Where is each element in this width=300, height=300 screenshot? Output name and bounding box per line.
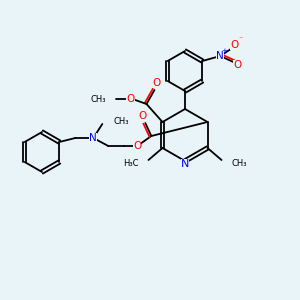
Text: O: O bbox=[138, 111, 146, 121]
Text: O: O bbox=[133, 141, 141, 151]
Text: N: N bbox=[89, 133, 97, 143]
Text: +: + bbox=[221, 48, 227, 54]
Text: ⁻: ⁻ bbox=[238, 34, 242, 43]
Text: CH₃: CH₃ bbox=[113, 118, 129, 127]
Text: O: O bbox=[152, 78, 160, 88]
Text: O: O bbox=[233, 60, 242, 70]
Text: N: N bbox=[181, 159, 189, 169]
Text: O: O bbox=[126, 94, 135, 104]
Text: CH₃: CH₃ bbox=[91, 94, 106, 103]
Text: H₃C: H₃C bbox=[123, 160, 139, 169]
Text: N: N bbox=[216, 51, 224, 61]
Text: CH₃: CH₃ bbox=[232, 160, 247, 169]
Text: O: O bbox=[230, 40, 238, 50]
